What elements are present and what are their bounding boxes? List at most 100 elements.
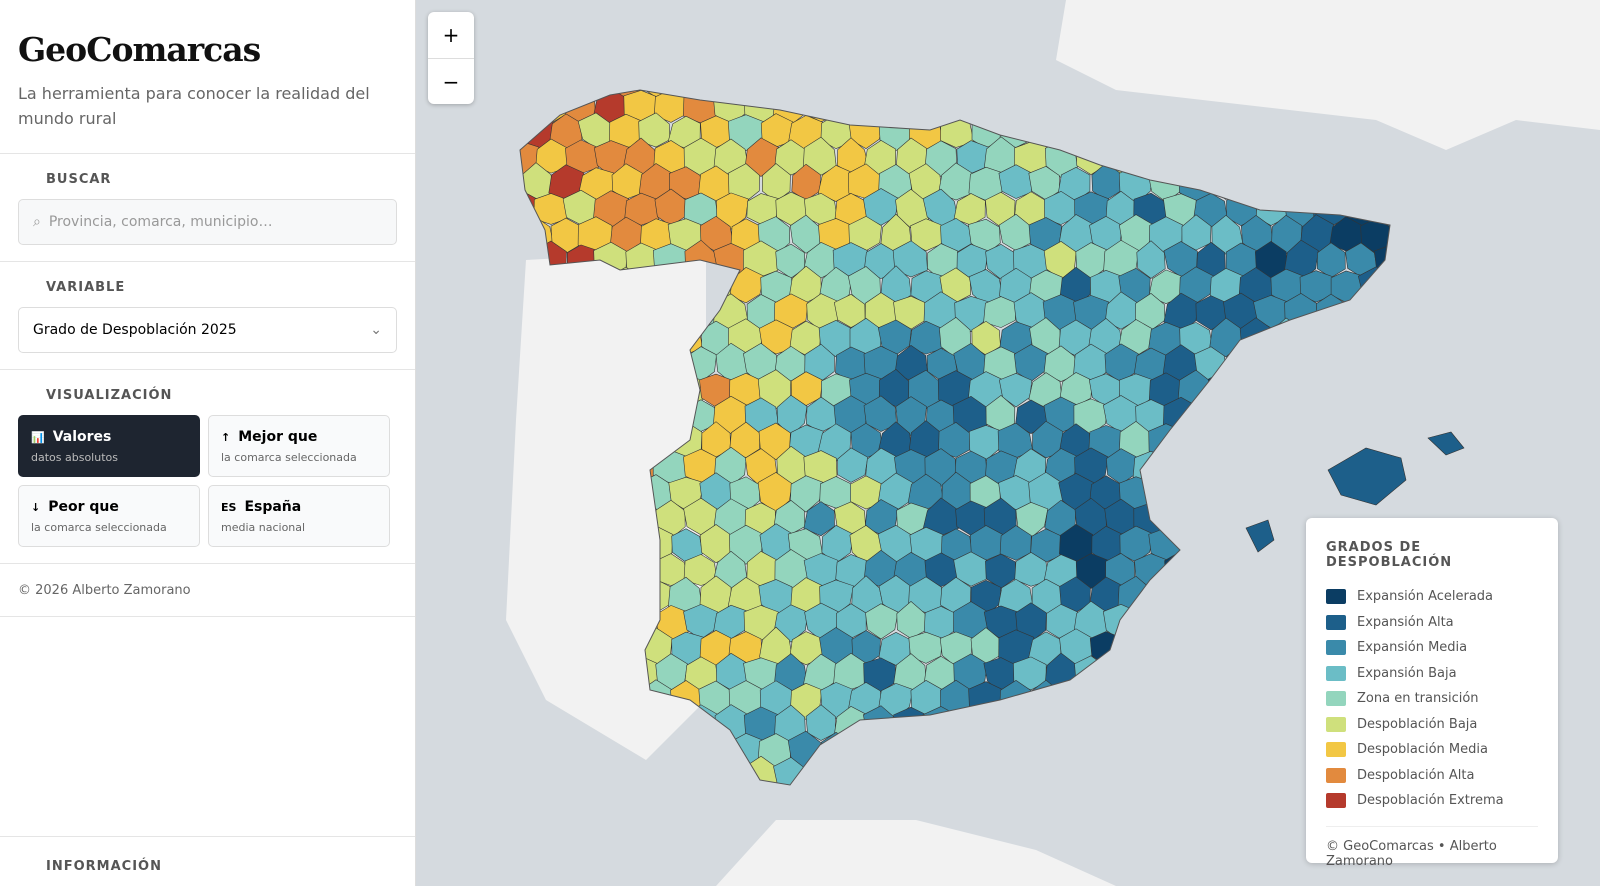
legend-label: Expansión Baja [1357, 665, 1457, 681]
comarca [924, 140, 958, 177]
legend-title: GRADOS DE DESPOBLACIÓN [1326, 540, 1453, 570]
africa [716, 820, 1116, 886]
legend-swatch [1326, 640, 1346, 656]
button-title: ↓ Peor que [31, 499, 119, 515]
legend-label: Despoblación Alta [1357, 767, 1475, 783]
button-icon: ↓ [31, 501, 41, 514]
subtitle: La herramienta para conocer la realidad … [18, 84, 370, 128]
legend-label: Expansión Acelerada [1357, 589, 1494, 605]
button-label: Mejor que [238, 429, 318, 445]
info-label: INFORMACIÓN [46, 859, 162, 874]
legend-swatch [1326, 614, 1346, 630]
sidebar: GeoComarcas La herramienta para conocer … [0, 0, 416, 886]
legend-swatch [1326, 665, 1346, 681]
button-label: España [244, 499, 302, 515]
zoom-control: + − [428, 12, 474, 104]
visualization-section: VISUALIZACIÓN 📊 Valores datos absolutos ↑ Me… [0, 370, 415, 564]
legend-item: Expansión Media [1326, 635, 1538, 661]
legend-item: Despoblación Extrema [1326, 788, 1538, 814]
comarca [805, 704, 836, 741]
island [1327, 447, 1407, 506]
island [1245, 519, 1275, 553]
balearics [1245, 431, 1465, 553]
info[interactable]: INFORMACIÓN [0, 836, 415, 886]
france [1056, 0, 1600, 150]
comarca [716, 192, 749, 230]
legend-item: Zona en transición [1326, 686, 1538, 712]
view-button[interactable]: ES España media nacional [208, 485, 390, 547]
variable-select[interactable]: Grado de Despoblación 2025 ⌄ [18, 307, 397, 353]
legend-swatch [1326, 716, 1346, 732]
button-grid: 📊 Valores datos absolutos ↑ Mejor que la coma… [18, 415, 397, 563]
variable-section: VARIABLE Grado de Despoblación 2025 ⌄ [0, 262, 415, 370]
button-icon: ↑ [221, 431, 231, 444]
legend-item: Despoblación Baja [1326, 712, 1538, 738]
island [1427, 431, 1465, 456]
comarca [803, 501, 835, 537]
app-title: GeoComarcas [18, 30, 261, 69]
zoom-in[interactable]: + [428, 12, 474, 59]
legend-item: Expansión Alta [1326, 610, 1538, 636]
map[interactable] [416, 0, 1600, 886]
button-subtitle: media nacional [221, 521, 306, 534]
view-button[interactable]: ↓ Peor que la comarca seleccionada [18, 485, 200, 547]
search-label: BUSCAR [46, 172, 112, 187]
legend-swatch [1326, 767, 1346, 783]
visualization-label: VISUALIZACIÓN [46, 388, 173, 403]
button-label: Valores [52, 429, 112, 445]
button-icon: ES [221, 501, 237, 514]
comarca [820, 682, 854, 719]
comarca [1299, 270, 1334, 303]
variable-value: Grado de Despoblación 2025 [33, 322, 237, 338]
legend-label: Expansión Media [1357, 640, 1468, 656]
legend-label: Despoblación Baja [1357, 716, 1478, 732]
button-title: ↑ Mejor que [221, 429, 317, 445]
comarca [802, 136, 837, 176]
search-placeholder: Provincia, comarca, municipio… [48, 214, 273, 230]
comarca [758, 422, 791, 461]
button-subtitle: datos absolutos [31, 451, 118, 464]
legend-label: Despoblación Media [1357, 742, 1488, 758]
attribution: © GeoComarcas • Alberto Zamorano [1326, 825, 1538, 869]
button-subtitle: la comarca seleccionada [221, 451, 357, 464]
search-section: BUSCAR ⌕ Provincia, comarca, municipio… [0, 154, 415, 262]
legend-swatch [1326, 793, 1346, 809]
button-icon: 📊 [31, 431, 45, 444]
legend-label: Zona en transición [1357, 691, 1479, 707]
comarca [744, 137, 779, 177]
legend-item: Expansión Acelerada [1326, 584, 1538, 610]
legend-item: Expansión Baja [1326, 661, 1538, 687]
comarca [837, 447, 869, 483]
legend-swatch [1326, 742, 1346, 758]
legend-item: Despoblación Alta [1326, 763, 1538, 789]
comarca [863, 395, 898, 432]
comarca [998, 372, 1033, 408]
zoom-out[interactable]: − [442, 70, 460, 94]
comarca [1014, 552, 1050, 587]
comarca [833, 293, 866, 328]
comarca [1013, 656, 1047, 691]
button-subtitle: la comarca seleccionada [31, 521, 167, 534]
comarca [892, 240, 928, 278]
legend-items: Expansión Acelerada Expansión Alta Expansi… [1326, 584, 1538, 814]
button-title: ES España [221, 499, 301, 515]
comarca [865, 603, 899, 640]
header: GeoComarcas La herramienta para conocer … [0, 0, 415, 154]
button-title: 📊 Valores [31, 429, 111, 445]
view-button[interactable]: 📊 Valores datos absolutos [18, 415, 200, 477]
comarca [759, 319, 795, 355]
footer: © 2026 Alberto Zamorano [0, 564, 415, 617]
view-button[interactable]: ↑ Mejor que la comarca seleccionada [208, 415, 390, 477]
legend-label: Expansión Alta [1357, 614, 1454, 630]
comarca [638, 112, 671, 148]
search-input[interactable]: ⌕ Provincia, comarca, municipio… [18, 199, 397, 245]
legend: GRADOS DE DESPOBLACIÓN Expansión Acelera… [1306, 518, 1558, 869]
comarca [683, 554, 718, 586]
copyright: © 2026 Alberto Zamorano [18, 582, 191, 598]
comarca [1032, 420, 1065, 459]
comarca [999, 525, 1032, 561]
comarca [1043, 345, 1079, 382]
button-label: Peor que [48, 499, 119, 515]
legend-item: Despoblación Media [1326, 737, 1538, 763]
